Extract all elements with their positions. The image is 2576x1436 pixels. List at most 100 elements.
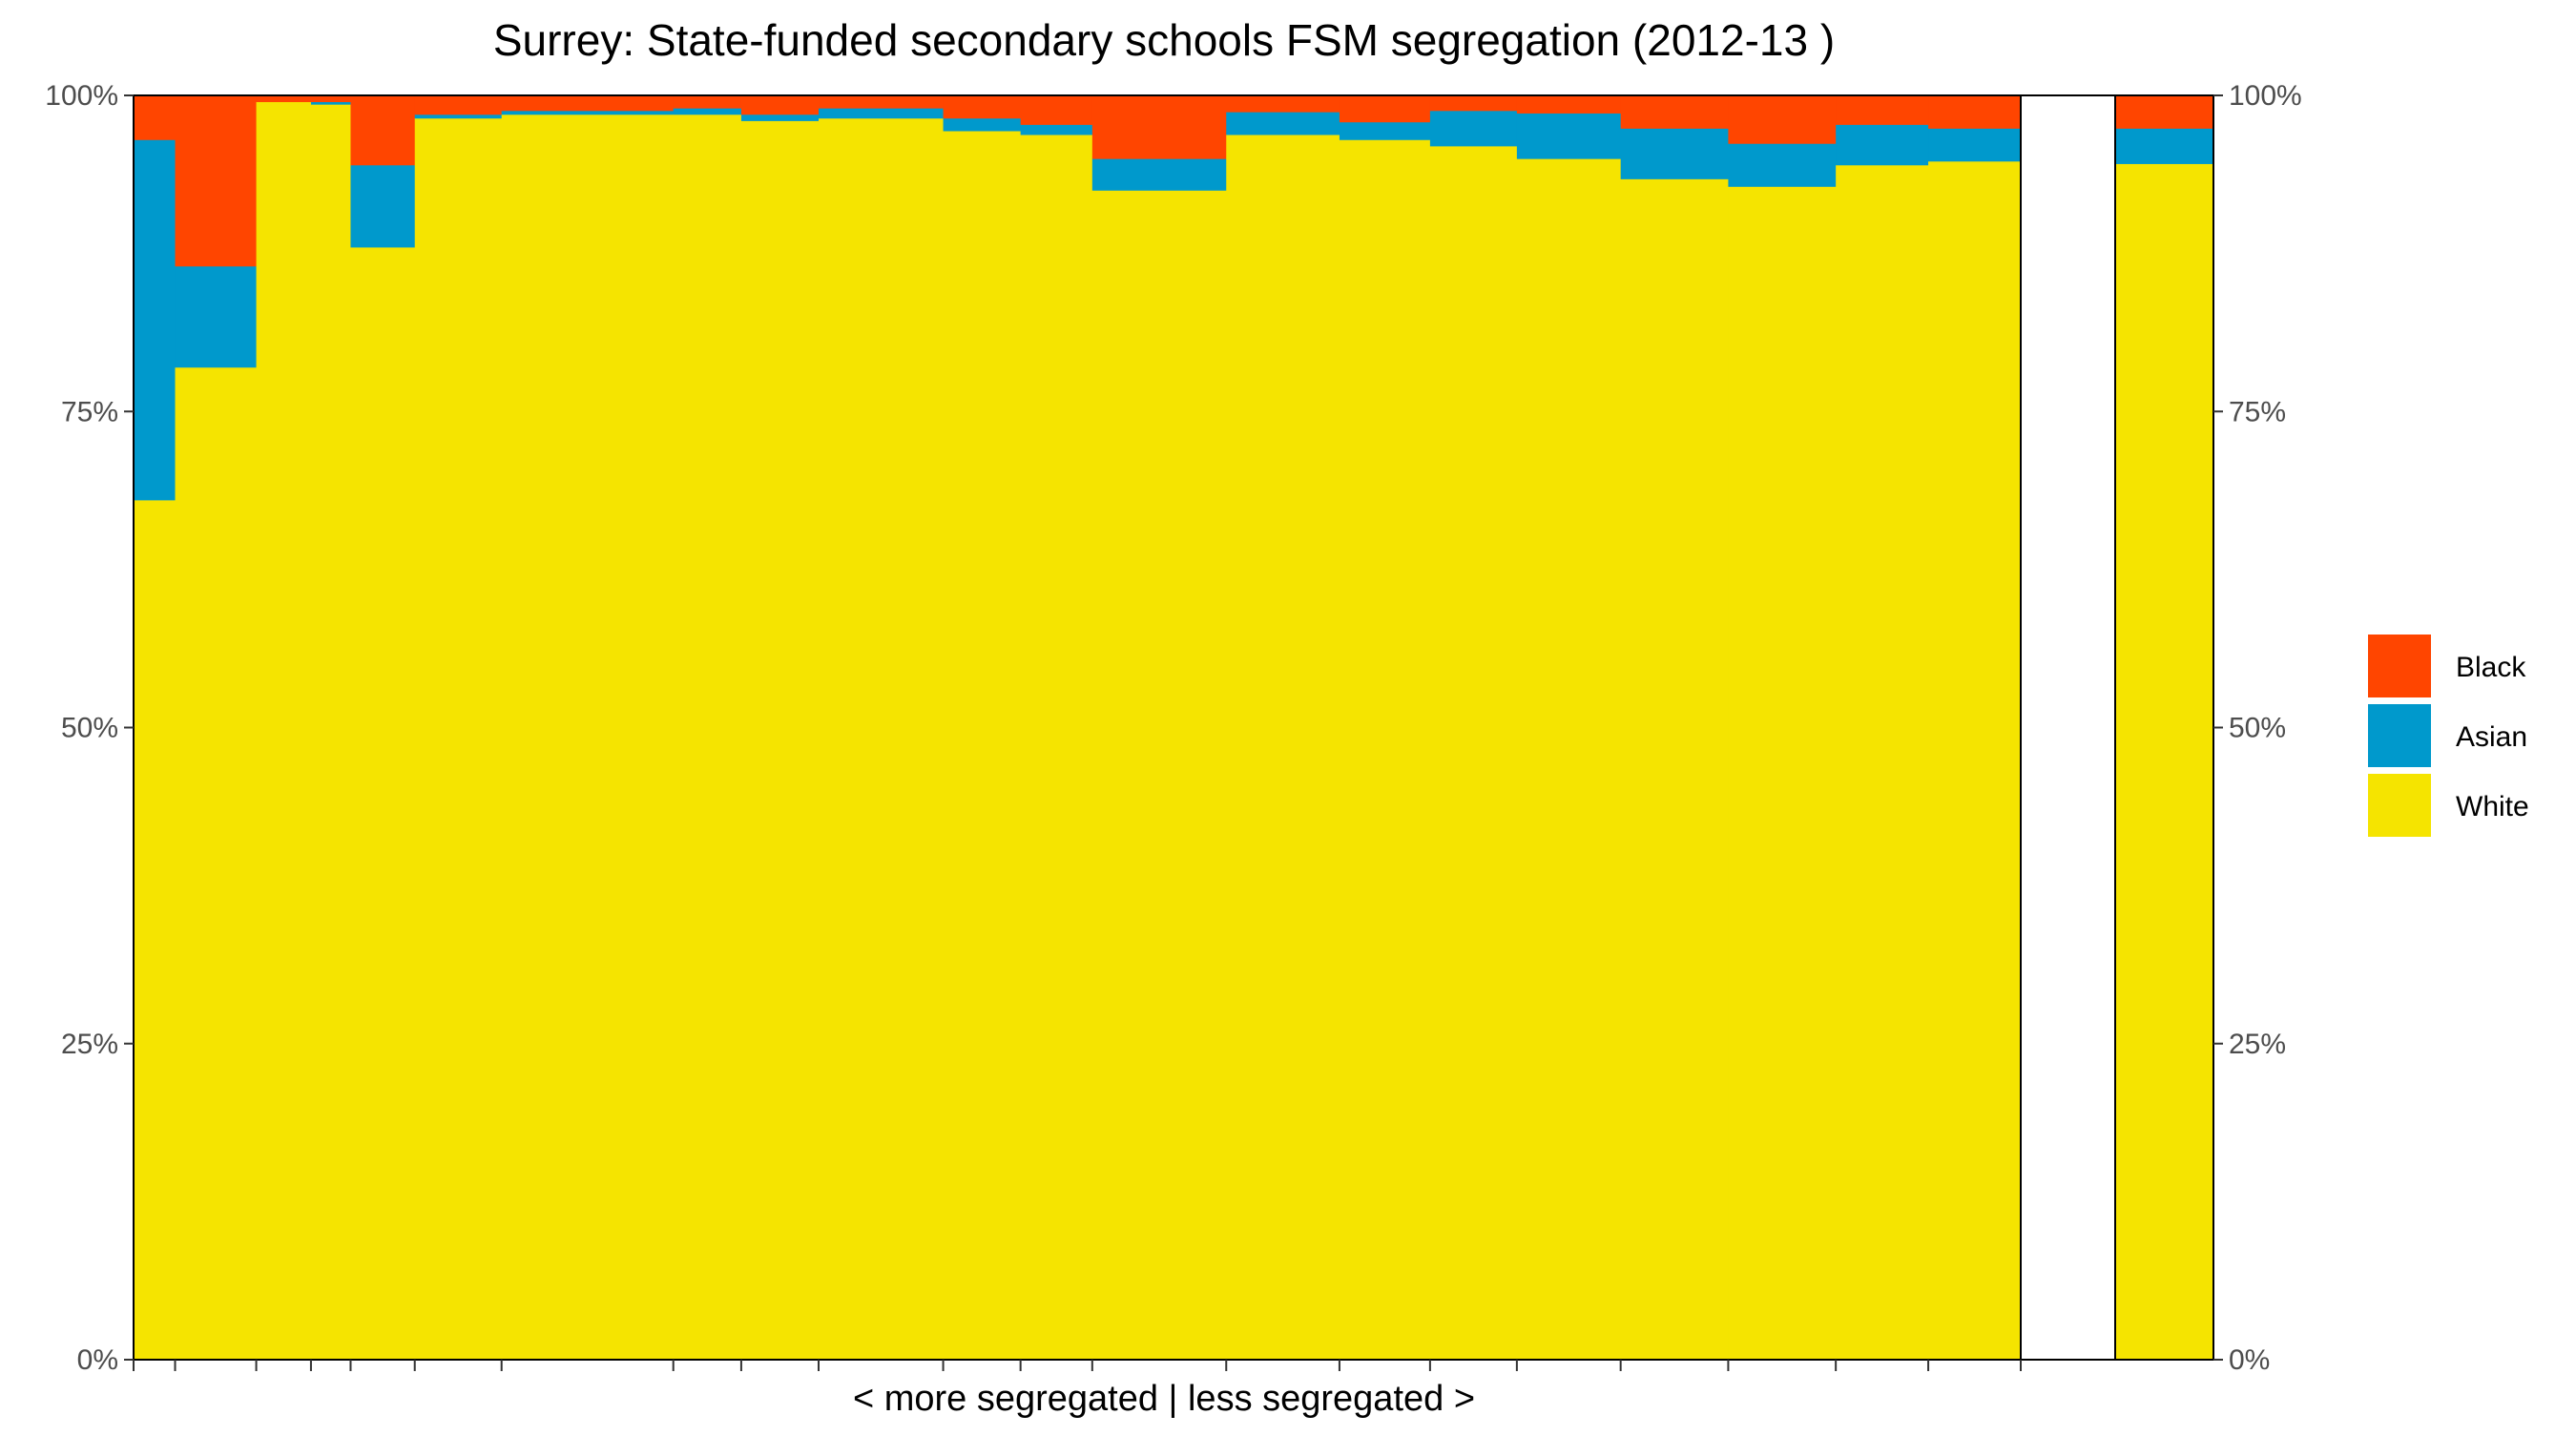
- bar-group-15: [1339, 95, 1431, 1361]
- bar-white-5: [350, 247, 416, 1361]
- bar-black-15: [1339, 95, 1431, 123]
- bar-white-4: [310, 104, 352, 1361]
- x-axis-label: < more segregated | less segregated >: [853, 1379, 1475, 1419]
- bar-white-12: [1020, 135, 1093, 1361]
- bar-black-20: [1836, 95, 1929, 125]
- bar-group-18: [1620, 95, 1730, 1361]
- bar-asian-10: [819, 108, 945, 119]
- bar-asian-18: [1620, 128, 1730, 179]
- bar-white-11: [943, 131, 1022, 1361]
- y-tick-label-left-25: 25%: [61, 1029, 118, 1060]
- bar-asian-15: [1339, 121, 1431, 140]
- bar-group-6: [414, 95, 503, 1361]
- bar-black-8: [673, 95, 742, 109]
- bar-group-5: [350, 95, 416, 1361]
- overall-bar-white: [2115, 163, 2213, 1361]
- bar-black-9: [740, 95, 820, 115]
- bar-asian-17: [1516, 113, 1622, 159]
- bars-layer: [134, 95, 2022, 1361]
- legend: Black Asian White: [2368, 635, 2529, 837]
- bar-asian-21: [1928, 128, 2022, 162]
- overall-bar: [2115, 95, 2213, 1361]
- bar-asian-16: [1429, 110, 1518, 147]
- overall-bar-black: [2115, 95, 2213, 129]
- legend-item-white: White: [2368, 774, 2529, 837]
- bar-white-14: [1226, 135, 1340, 1361]
- chart-title: Surrey: State-funded secondary schools F…: [493, 15, 1835, 65]
- y-tick-label-right-25: 25%: [2229, 1029, 2286, 1060]
- legend-label-black: Black: [2456, 652, 2526, 683]
- bar-asian-2: [175, 265, 258, 368]
- bar-black-21: [1928, 95, 2022, 129]
- y-tick-label-left-75: 75%: [61, 396, 118, 427]
- bar-black-6: [414, 95, 503, 115]
- bar-asian-12: [1020, 124, 1093, 135]
- bar-white-13: [1091, 190, 1227, 1361]
- bar-white-17: [1516, 158, 1622, 1361]
- bar-group-2: [175, 95, 258, 1361]
- y-tick-label-right-50: 50%: [2229, 713, 2286, 744]
- bar-black-7: [501, 95, 675, 112]
- bar-black-1: [134, 95, 177, 140]
- bar-asian-5: [350, 164, 416, 248]
- x-axis: [133, 1360, 2022, 1371]
- bar-asian-7: [501, 110, 675, 115]
- bar-group-7: [501, 95, 675, 1361]
- bar-white-1: [134, 500, 177, 1361]
- bar-asian-13: [1091, 158, 1227, 191]
- bar-black-12: [1020, 95, 1093, 125]
- bar-black-17: [1516, 95, 1622, 114]
- bar-white-3: [256, 101, 312, 1361]
- bar-black-16: [1429, 95, 1518, 112]
- legend-item-black: Black: [2368, 635, 2526, 697]
- legend-swatch-black: [2368, 635, 2431, 697]
- y-tick-label-right-0: 0%: [2229, 1344, 2270, 1376]
- bar-asian-20: [1836, 124, 1929, 166]
- bar-asian-8: [673, 108, 742, 115]
- legend-label-white: White: [2456, 791, 2529, 822]
- bar-black-4: [310, 95, 352, 103]
- bar-white-6: [414, 117, 503, 1361]
- bar-white-2: [175, 366, 258, 1361]
- bar-asian-1: [134, 139, 177, 501]
- bar-black-19: [1728, 95, 1837, 144]
- bar-group-13: [1091, 95, 1227, 1361]
- bar-group-20: [1836, 95, 1929, 1361]
- bar-asian-4: [310, 101, 352, 105]
- legend-swatch-asian: [2368, 704, 2431, 767]
- y-tick-label-left-50: 50%: [61, 713, 118, 744]
- y-axis-right: 0% 25% 50% 75% 100%: [2213, 80, 2302, 1376]
- bar-group-8: [673, 95, 742, 1361]
- bar-black-2: [175, 95, 258, 267]
- bar-group-3: [256, 95, 312, 1361]
- bar-white-20: [1836, 164, 1929, 1361]
- bar-white-9: [740, 120, 820, 1361]
- bar-white-15: [1339, 139, 1431, 1361]
- bar-asian-11: [943, 117, 1022, 132]
- bar-white-7: [501, 114, 675, 1361]
- bar-group-17: [1516, 95, 1622, 1361]
- overall-bar-asian: [2115, 128, 2213, 164]
- bar-white-16: [1429, 146, 1518, 1361]
- bar-group-1: [134, 95, 177, 1361]
- bar-asian-14: [1226, 112, 1340, 135]
- y-axis-left: 0% 25% 50% 75% 100%: [45, 80, 134, 1376]
- bar-group-11: [943, 95, 1022, 1361]
- y-tick-label-left-0: 0%: [77, 1344, 118, 1376]
- legend-swatch-white: [2368, 774, 2431, 837]
- bar-white-18: [1620, 178, 1730, 1361]
- bar-asian-9: [740, 114, 820, 121]
- bar-black-3: [256, 95, 312, 103]
- y-tick-label-right-100: 100%: [2229, 80, 2302, 112]
- bar-group-4: [310, 95, 352, 1361]
- bar-black-18: [1620, 95, 1730, 129]
- bar-group-19: [1728, 95, 1837, 1361]
- bar-white-21: [1928, 160, 2022, 1361]
- bar-black-13: [1091, 95, 1227, 159]
- bar-white-10: [819, 117, 945, 1361]
- bar-black-11: [943, 95, 1022, 119]
- bar-black-14: [1226, 95, 1340, 113]
- bar-white-8: [673, 114, 742, 1361]
